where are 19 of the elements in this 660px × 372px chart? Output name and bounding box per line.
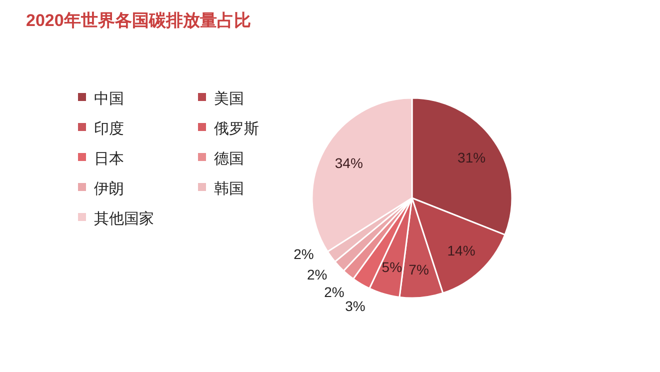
data-label: 3% (345, 298, 366, 314)
data-label: 7% (408, 262, 429, 278)
legend-label: 韩国 (214, 180, 244, 198)
legend-label: 伊朗 (94, 180, 124, 198)
data-label: 2% (306, 266, 328, 283)
legend-label: 美国 (214, 90, 244, 108)
data-label: 14% (447, 242, 476, 258)
data-label: 31% (458, 149, 486, 166)
legend-label: 中国 (94, 90, 124, 108)
data-label: 2% (324, 284, 344, 300)
legend-label: 俄罗斯 (214, 120, 259, 138)
chart-title: 2020年世界各国碳排放量占比 (26, 11, 251, 30)
data-label: 5% (382, 259, 402, 276)
data-label: 34% (334, 155, 363, 172)
legend-label: 日本 (94, 150, 124, 168)
legend-label: 德国 (214, 150, 244, 168)
data-label: 2% (294, 246, 314, 262)
legend-label: 其他国家 (94, 210, 154, 228)
legend-label: 印度 (94, 120, 124, 138)
